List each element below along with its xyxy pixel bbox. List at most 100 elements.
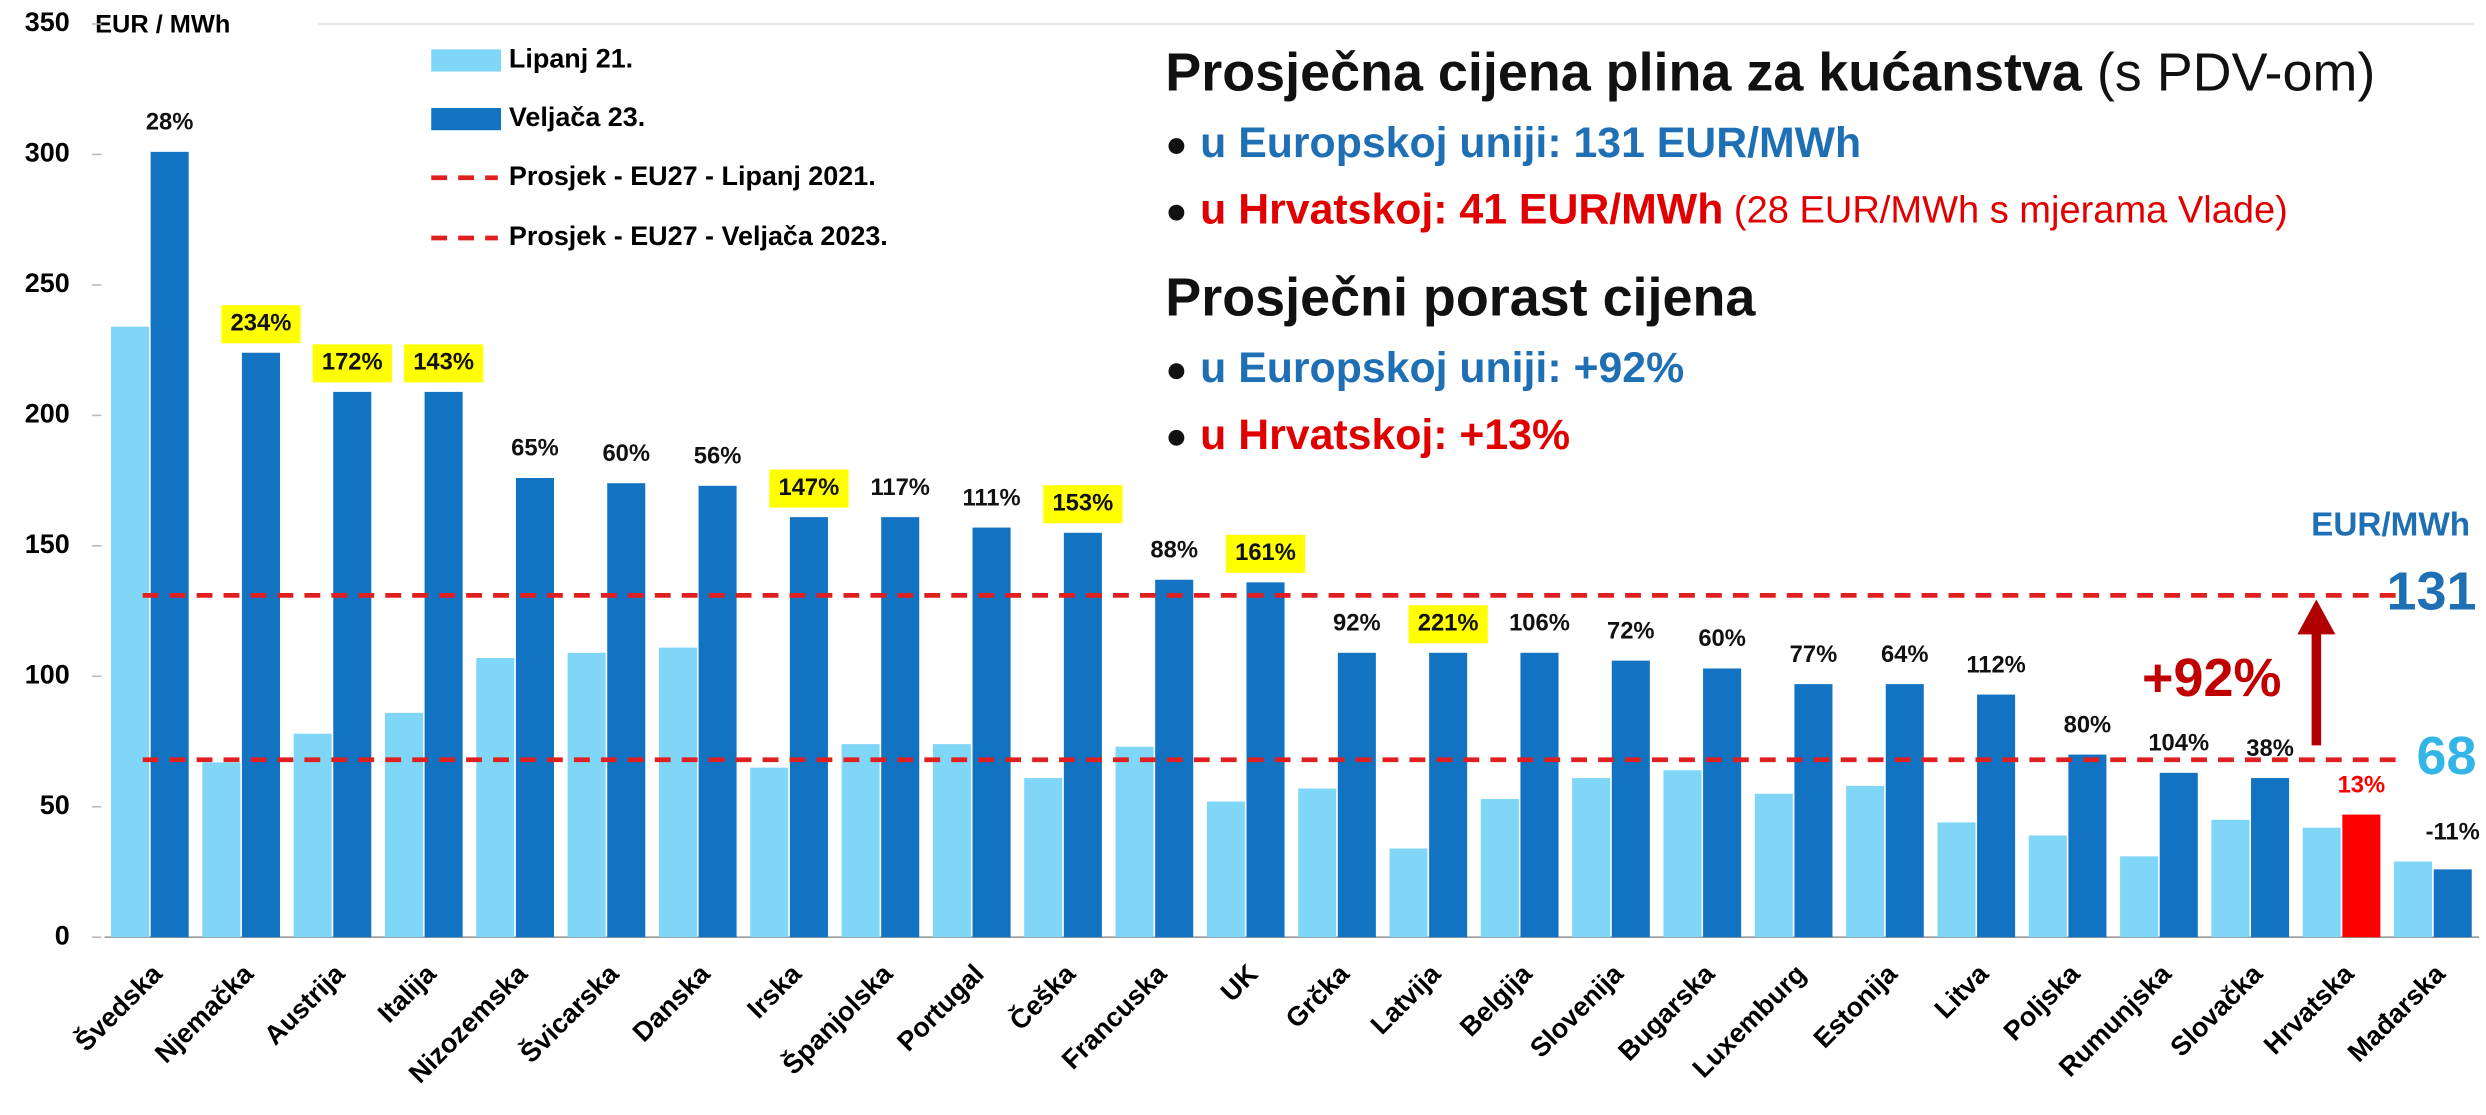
bar (1977, 694, 2016, 938)
heading-part: Prosječni porast cijena (1165, 268, 1756, 328)
change-label: 65% (511, 435, 559, 462)
change-label: 56% (694, 443, 742, 470)
change-label: 28% (146, 109, 194, 136)
bar (2159, 772, 2198, 938)
change-label: 172% (322, 349, 383, 376)
bar (698, 485, 737, 938)
label-highlight (1225, 534, 1306, 573)
bar (1298, 788, 1337, 938)
item-part: u Hrvatskoj: 41 EUR/MWh (1200, 186, 1723, 234)
bar (384, 712, 424, 938)
bar (750, 767, 789, 938)
change-label: 153% (1052, 490, 1113, 517)
label-highlight (221, 305, 301, 344)
change-label: 106% (1509, 610, 1570, 637)
change-label: 72% (1607, 617, 1655, 644)
x-tick-label: Portugal (891, 959, 989, 1057)
change-label: 221% (1418, 610, 1479, 637)
heading-part: Prosječna cijena plina za kućanstva (1165, 43, 2083, 103)
bar (1115, 746, 1154, 938)
bar (1703, 668, 1742, 938)
bar (2302, 827, 2341, 938)
change-label: 104% (2148, 730, 2209, 757)
x-tick-label: Češka (1003, 957, 1082, 1036)
y-tick-label: 350 (25, 7, 70, 37)
x-tick-label: Slovačka (2164, 958, 2269, 1063)
change-label: 112% (1966, 651, 2025, 678)
y-tick-label: 300 (25, 138, 70, 168)
change-annotation: +92% (2142, 648, 2281, 708)
bar (567, 652, 606, 938)
legend-label: Prosjek - EU27 - Veljača 2023. (509, 221, 888, 251)
change-label: 111% (962, 484, 1020, 511)
y-tick-label: 200 (25, 398, 70, 428)
reference-label: 68 (2417, 726, 2477, 786)
x-tick-label: Grčka (1280, 958, 1356, 1034)
item-part: u Hrvatskoj: +13% (1200, 411, 1570, 459)
change-label: 13% (2338, 771, 2386, 798)
bar (1937, 822, 1976, 938)
label-highlight (1043, 485, 1123, 524)
label-highlight (403, 344, 484, 383)
bar (1024, 778, 1063, 938)
y-tick-label: 0 (55, 920, 70, 950)
change-label: 80% (2064, 711, 2112, 738)
bar (2120, 856, 2159, 938)
x-tick-label: Irska (741, 958, 807, 1024)
bar (1480, 798, 1519, 938)
bar (293, 733, 332, 938)
bullet (1168, 429, 1185, 446)
x-tick-label: Belgija (1454, 958, 1538, 1042)
item-part: u Europskoj uniji: 131 EUR/MWh (1200, 119, 1861, 167)
bar (1794, 684, 1833, 938)
bar (476, 658, 515, 938)
change-label: -11% (2426, 818, 2480, 845)
y-tick-label: 100 (25, 659, 70, 689)
change-label: 77% (1790, 641, 1838, 668)
bar (110, 326, 150, 938)
change-label: 117% (870, 474, 929, 501)
legend-label: Lipanj 21. (509, 44, 633, 74)
info-heading: Prosječna cijena plina za kućanstva (s P… (1165, 43, 2375, 103)
bar (607, 483, 646, 938)
bar (1520, 652, 1559, 938)
bar (1611, 660, 1650, 938)
bullet (1168, 363, 1185, 380)
x-tick-label: Poljska (1998, 958, 2087, 1047)
bar (1885, 684, 1924, 938)
change-label: 38% (2246, 735, 2294, 762)
x-tick-label: Estonija (1808, 958, 1904, 1054)
bar (1206, 801, 1245, 938)
bar (2211, 819, 2250, 938)
bar (789, 517, 828, 938)
change-label: 234% (231, 309, 292, 336)
bar (333, 391, 372, 938)
bullet (1168, 138, 1185, 155)
change-label: 147% (779, 474, 840, 501)
bar (881, 517, 920, 938)
x-tick-label: Austrija (258, 958, 351, 1051)
bar (2394, 861, 2433, 938)
bar (2433, 869, 2472, 938)
y-tick-label: 250 (25, 268, 70, 298)
arrow-head (2297, 599, 2336, 635)
bar (2028, 835, 2067, 938)
bar (972, 527, 1011, 938)
legend-swatch (431, 108, 502, 131)
change-label: 161% (1235, 539, 1296, 566)
change-label: 64% (1881, 641, 1929, 668)
bar (202, 762, 241, 938)
heading-part: (s PDV-om) (2082, 43, 2375, 103)
bar (658, 647, 697, 938)
x-tick-label: Latvija (1365, 958, 1447, 1040)
change-label: 92% (1333, 610, 1381, 637)
x-tick-label: Mađarska (2342, 958, 2452, 1068)
change-label: 88% (1150, 536, 1198, 563)
info-item: u Europskoj uniji: +92% (1200, 345, 1684, 393)
bar (1389, 848, 1428, 938)
item-part: (28 EUR/MWh s mjerama Vlade) (1723, 190, 2288, 232)
x-tick-label: Litva (1929, 958, 1995, 1024)
bar (515, 477, 554, 938)
x-tick-label: Danska (627, 958, 717, 1048)
